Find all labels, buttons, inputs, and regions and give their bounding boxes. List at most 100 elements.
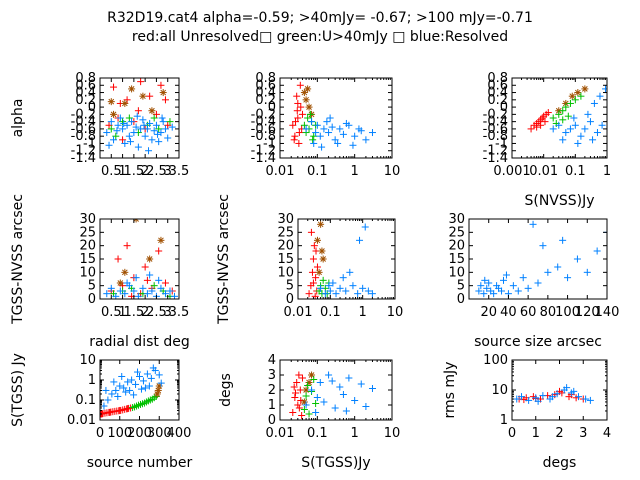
point-p23-blue-15 <box>524 284 532 292</box>
point-p31-blue-14 <box>155 371 163 379</box>
point-p13-blue-17 <box>589 136 597 144</box>
point-p21-olive-3 <box>157 236 165 244</box>
ytick-p13-6: -0.2 <box>483 107 508 122</box>
xtick-p23-3: 80 <box>540 305 557 320</box>
point-p13-olive-2 <box>574 89 582 97</box>
point-p22-olive-0 <box>313 236 321 244</box>
point-p11-red-10 <box>157 81 165 89</box>
points-p33 <box>513 384 594 405</box>
point-p11-blue-10 <box>130 129 138 137</box>
point-p21-red-3 <box>123 242 131 250</box>
point-p12-green-5 <box>310 132 318 140</box>
point-p32-blue-12 <box>357 380 365 388</box>
xtick-p12-2: 1 <box>351 164 359 179</box>
ytick-p32-2: 2 <box>268 383 276 398</box>
xtick-p21-1: 1 <box>118 305 126 320</box>
point-p11-green-8 <box>150 114 158 122</box>
scatter-panels: 0.511.522.533.5-1.4-1.2-1-0.8-0.6-0.4-0.… <box>10 71 619 471</box>
point-p12-olive-0 <box>302 96 310 104</box>
point-p13-blue-3 <box>566 125 574 133</box>
point-p11-blue-24 <box>161 125 169 133</box>
point-p31-blue-18 <box>118 372 126 380</box>
point-p22-red-4 <box>310 242 318 250</box>
ytick-p11-9: 0.4 <box>75 86 96 101</box>
xtick-p31-3: 300 <box>147 426 172 441</box>
point-p22-blue-5 <box>332 290 340 298</box>
point-p33-blue-10 <box>575 393 582 401</box>
point-p12-green-8 <box>309 136 317 144</box>
frame-p23 <box>468 218 608 300</box>
point-p31-blue-22 <box>149 364 157 372</box>
ytick-p31-2: 1 <box>88 373 96 388</box>
ytick-p32-1: 1 <box>268 398 276 413</box>
point-p31-blue-15 <box>157 379 165 387</box>
ytick-p31-3: 10 <box>79 353 96 368</box>
ytick-p23-4: 20 <box>448 239 465 254</box>
ytick-p11-1: -1.2 <box>71 144 96 159</box>
point-p12-red-12 <box>290 136 298 144</box>
point-p13-blue-4 <box>571 121 579 129</box>
point-p32-blue-7 <box>331 404 339 412</box>
point-p12-red-11 <box>297 103 305 111</box>
point-p11-red-3 <box>119 136 127 144</box>
point-p31-blue-16 <box>102 386 110 394</box>
ytick-p13-2: -1 <box>495 136 508 151</box>
point-p12-blue-5 <box>320 125 328 133</box>
point-p13-blue-1 <box>555 121 563 129</box>
ytick-p13-5: -0.4 <box>483 115 508 130</box>
point-p11-green-0 <box>107 125 115 133</box>
point-p32-green-5 <box>310 376 318 383</box>
point-p32-olive-1 <box>305 379 313 386</box>
ytick-p12-11: 0.8 <box>255 71 276 86</box>
point-p32-red-7 <box>298 374 306 382</box>
point-p13-blue-5 <box>577 132 585 140</box>
panel-p12: 0.01 0.1 1 10 -1.4-1.2-1-0.8-0.6-0.4-0.200.2… <box>251 71 401 179</box>
point-p12-blue-9 <box>331 136 339 144</box>
point-p11-blue-31 <box>158 114 166 122</box>
xtick-p21-4: 2.5 <box>146 305 167 320</box>
point-p31-blue-10 <box>139 377 147 385</box>
point-p11-green-1 <box>119 118 127 126</box>
point-p11-blue-18 <box>148 136 156 144</box>
point-p22-blue-15 <box>339 274 347 282</box>
point-p11-red-14 <box>161 96 169 104</box>
point-p33-blue-14 <box>548 393 556 401</box>
xtick-p22-0: 0.01 <box>284 305 313 320</box>
frame-p32 <box>279 359 393 421</box>
point-p22-blue-0 <box>317 284 325 292</box>
point-p13-green-1 <box>555 110 563 118</box>
point-p13-red-5 <box>538 114 546 122</box>
point-p23-blue-1 <box>477 282 485 290</box>
point-p11-blue-3 <box>114 121 122 129</box>
point-p32-blue-5 <box>320 398 328 406</box>
point-p33-blue-3 <box>532 394 540 402</box>
xtick-p33-4: 4 <box>603 426 611 441</box>
point-p12-red-9 <box>291 118 299 126</box>
point-p21-blue-14 <box>166 287 174 295</box>
xlabel-p31: source number <box>87 455 193 471</box>
ylabel-p31: S(TGSS) Jy <box>10 353 26 427</box>
point-p11-blue-34 <box>140 121 148 129</box>
point-p32-green-2 <box>304 382 312 389</box>
point-p22-red-11 <box>312 247 320 255</box>
point-p11-blue-14 <box>139 116 147 124</box>
ytick-p22-5: 25 <box>277 225 294 240</box>
ytick-p23-6: 30 <box>448 212 465 227</box>
point-p11-red-13 <box>134 107 142 115</box>
point-p32-red-9 <box>295 404 303 412</box>
point-p21-blue-18 <box>155 276 163 284</box>
point-p21-blue-3 <box>116 287 124 295</box>
chart-subtitle: red:all Unresolved□ green:U>40mJy □ blue… <box>132 29 508 45</box>
point-p11-blue-6 <box>121 139 129 147</box>
point-p13-blue-10 <box>559 136 567 144</box>
point-p11-olive-2 <box>139 92 147 100</box>
point-p11-blue-35 <box>154 130 162 138</box>
point-p21-blue-1 <box>107 284 115 292</box>
point-p11-red-9 <box>152 110 160 118</box>
xlabel-p23: source size arcsec <box>474 334 602 350</box>
point-p11-blue-9 <box>128 118 136 126</box>
point-p31-blue-9 <box>136 372 143 380</box>
